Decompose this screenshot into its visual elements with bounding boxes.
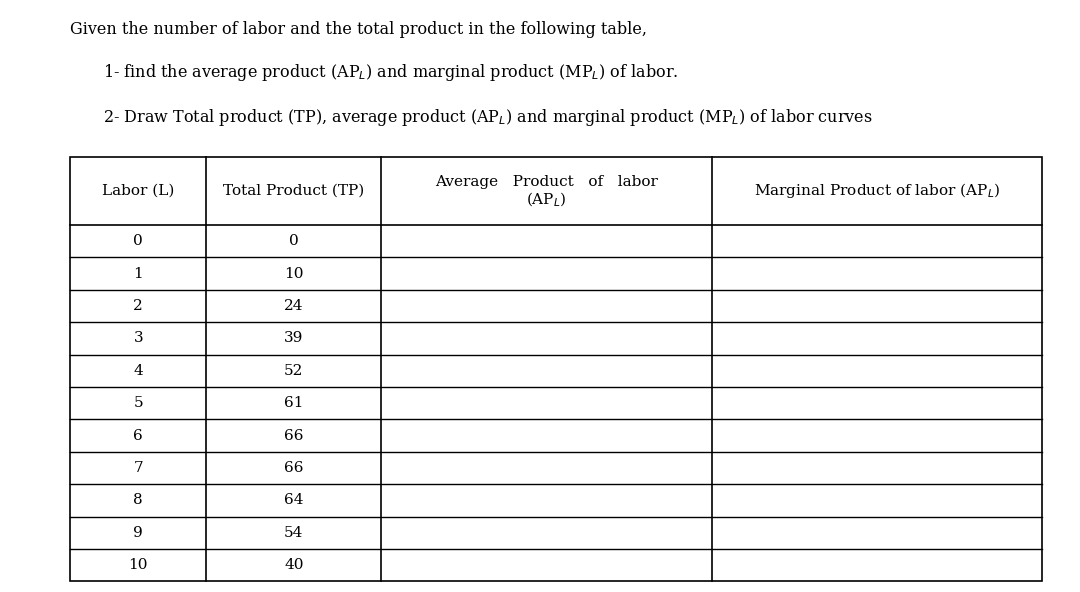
Text: (AP$_L$): (AP$_L$) bbox=[526, 191, 567, 209]
Text: 64: 64 bbox=[284, 493, 303, 507]
Bar bbox=[70, 157, 1042, 581]
Text: Given the number of labor and the total product in the following table,: Given the number of labor and the total … bbox=[70, 21, 647, 38]
Text: 3: 3 bbox=[134, 332, 143, 345]
Text: 39: 39 bbox=[284, 332, 303, 345]
Text: 2- Draw Total product (TP), average product (AP$_L$) and marginal product (MP$_L: 2- Draw Total product (TP), average prod… bbox=[103, 107, 873, 127]
Point bbox=[705, 578, 718, 585]
Text: 0: 0 bbox=[133, 234, 144, 248]
Point bbox=[200, 578, 213, 585]
Text: 2: 2 bbox=[133, 299, 144, 313]
Text: 61: 61 bbox=[284, 396, 303, 410]
Text: 66: 66 bbox=[284, 461, 303, 475]
Text: 54: 54 bbox=[284, 526, 303, 540]
Text: 4: 4 bbox=[133, 363, 144, 378]
Text: 40: 40 bbox=[284, 558, 303, 572]
Point bbox=[375, 153, 388, 160]
Text: 1: 1 bbox=[133, 266, 144, 281]
Text: 10: 10 bbox=[284, 266, 303, 281]
Text: 1- find the average product (AP$_L$) and marginal product (MP$_L$) of labor.: 1- find the average product (AP$_L$) and… bbox=[103, 62, 678, 83]
Text: Labor (L): Labor (L) bbox=[102, 184, 175, 198]
Text: 7: 7 bbox=[134, 461, 143, 475]
Point bbox=[200, 153, 213, 160]
Text: Marginal Product of labor (AP$_L$): Marginal Product of labor (AP$_L$) bbox=[754, 181, 1000, 201]
Text: 5: 5 bbox=[134, 396, 143, 410]
Text: 10: 10 bbox=[129, 558, 148, 572]
Text: 66: 66 bbox=[284, 429, 303, 443]
Text: Total Product (TP): Total Product (TP) bbox=[224, 184, 364, 198]
Point bbox=[375, 578, 388, 585]
Text: 8: 8 bbox=[134, 493, 143, 507]
Text: 52: 52 bbox=[284, 363, 303, 378]
Text: Average   Product   of   labor: Average Product of labor bbox=[435, 175, 658, 189]
Point bbox=[705, 153, 718, 160]
Text: 0: 0 bbox=[288, 234, 299, 248]
Text: 6: 6 bbox=[133, 429, 144, 443]
Text: 24: 24 bbox=[284, 299, 303, 313]
Text: 9: 9 bbox=[133, 526, 144, 540]
